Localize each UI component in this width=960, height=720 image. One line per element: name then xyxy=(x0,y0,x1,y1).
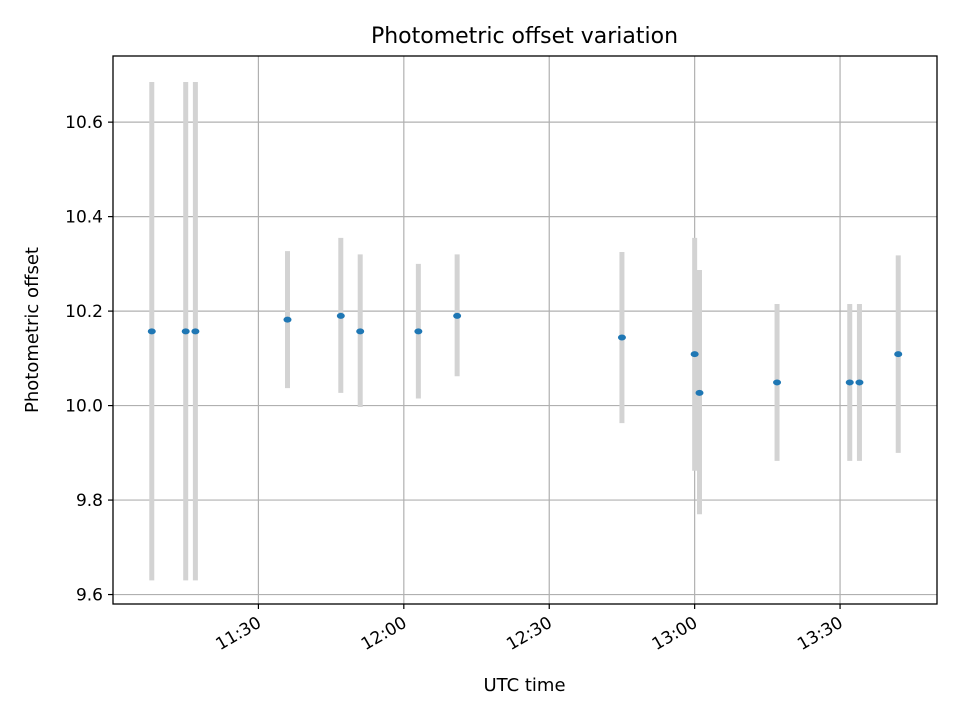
data-point xyxy=(336,312,345,319)
data-point xyxy=(773,379,782,386)
data-point xyxy=(356,328,365,335)
data-point xyxy=(690,351,699,358)
data-points xyxy=(147,312,903,396)
x-axis-label: UTC time xyxy=(483,675,565,696)
data-point xyxy=(191,328,200,335)
data-point xyxy=(147,328,156,335)
grid xyxy=(113,56,937,604)
data-point xyxy=(617,334,626,341)
plot-frame xyxy=(112,55,938,605)
chart-title: Photometric offset variation xyxy=(371,24,678,49)
data-point xyxy=(845,379,854,386)
y-tick-label: 10.6 xyxy=(65,113,103,133)
y-tick-label: 10.2 xyxy=(65,302,103,322)
y-tick-label: 10.4 xyxy=(65,208,103,228)
data-point xyxy=(414,328,423,335)
data-point xyxy=(283,316,292,323)
data-point xyxy=(894,351,903,358)
y-axis-label: Photometric offset xyxy=(22,247,43,413)
data-point xyxy=(453,312,462,319)
y-tick-label: 9.8 xyxy=(76,491,103,511)
y-tick-label: 10.0 xyxy=(65,397,103,417)
y-tick-label: 9.6 xyxy=(76,586,103,606)
data-point xyxy=(181,328,190,335)
data-point xyxy=(855,379,864,386)
data-point xyxy=(695,389,704,396)
